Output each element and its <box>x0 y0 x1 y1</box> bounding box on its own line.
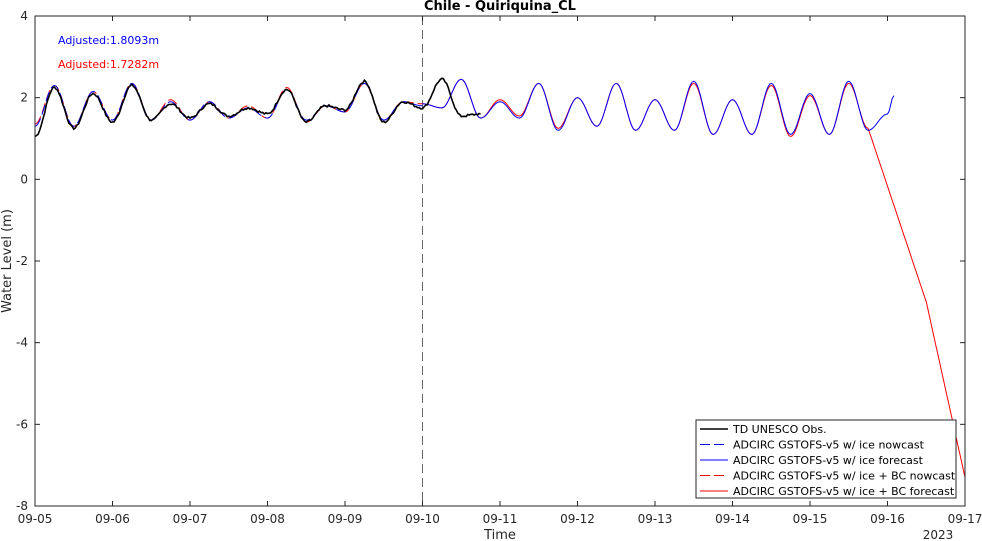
x-tick-label: 09-10 <box>405 512 440 526</box>
x-tick-label: 09-05 <box>18 512 53 526</box>
legend-entry: TD UNESCO Obs. <box>732 423 827 436</box>
y-tick-label: -8 <box>16 499 28 513</box>
x-axis: 09-05 09-06 09-07 09-08 09-09 09-10 09-11 09-12… <box>18 16 982 526</box>
annotations: Adjusted:1.8093m Adjusted:1.7282m <box>58 34 159 71</box>
x-tick-label: 09-09 <box>328 512 363 526</box>
x-axis-label: Time <box>483 528 516 541</box>
chart-title: Chile - Quiriquina_CL <box>424 0 576 14</box>
legend-entry: ADCIRC GSTOFS-v5 w/ ice nowcast <box>733 439 925 452</box>
x-tick-label: 09-12 <box>560 512 595 526</box>
x-tick-label: 09-16 <box>870 512 905 526</box>
series-line <box>422 78 966 478</box>
series-line <box>422 78 895 135</box>
y-tick-label: 0 <box>20 172 28 186</box>
legend-entry: ADCIRC GSTOFS-v5 w/ ice + BC forecast <box>733 485 955 498</box>
y-tick-label: -2 <box>16 254 28 268</box>
legend-entry: ADCIRC GSTOFS-v5 w/ ice + BC nowcast <box>733 470 956 483</box>
x-tick-label: 09-15 <box>793 512 828 526</box>
y-tick-label: -4 <box>16 336 28 350</box>
x-tick-label: 09-14 <box>715 512 750 526</box>
x-tick-label: 09-17 <box>948 512 982 526</box>
series-line <box>34 77 481 138</box>
x-tick-label: 09-13 <box>638 512 673 526</box>
year-label: 2023 <box>923 528 954 541</box>
y-axis: 4 2 0 -2 -4 -6 -8 <box>16 9 965 513</box>
x-tick-label: 09-08 <box>250 512 285 526</box>
y-tick-label: -6 <box>16 417 28 431</box>
legend-entry: ADCIRC GSTOFS-v5 w/ ice forecast <box>733 454 924 467</box>
x-tick-label: 09-11 <box>483 512 518 526</box>
series-layer <box>34 77 966 478</box>
y-tick-label: 2 <box>20 91 28 105</box>
legend: TD UNESCO Obs. ADCIRC GSTOFS-v5 w/ ice no… <box>695 419 957 499</box>
x-tick-label: 09-07 <box>173 512 208 526</box>
adjustment-label: Adjusted:1.7282m <box>58 58 159 71</box>
y-axis-label: Water Level (m) <box>0 209 15 313</box>
legend-box <box>695 419 957 499</box>
adjustment-label: Adjusted:1.8093m <box>58 34 159 47</box>
x-tick-label: 09-06 <box>95 512 130 526</box>
y-tick-label: 4 <box>20 9 28 23</box>
